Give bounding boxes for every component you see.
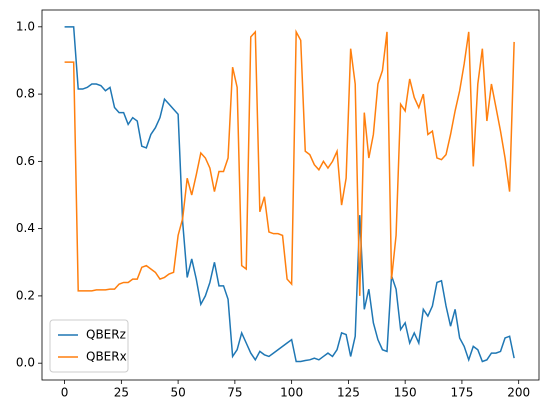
y-tick-label: 0.0 (16, 356, 35, 370)
legend-label: QBERz (86, 328, 126, 342)
legend-box (49, 319, 129, 373)
x-tick-label: 0 (61, 386, 69, 400)
plot-frame (41, 9, 540, 381)
x-tick-label: 50 (170, 386, 185, 400)
y-tick-label: 0.8 (16, 87, 35, 101)
y-tick-label: 0.6 (16, 154, 35, 168)
x-tick-label: 100 (280, 386, 303, 400)
x-tick-label: 75 (227, 386, 242, 400)
y-tick-label: 0.4 (16, 221, 35, 235)
x-tick-label: 25 (114, 386, 129, 400)
legend-label: QBERx (86, 350, 127, 364)
series-line (64, 28, 515, 296)
x-tick-label: 150 (394, 386, 417, 400)
series-line (64, 26, 515, 363)
x-tick-label: 200 (507, 386, 530, 400)
y-tick-label: 0.2 (16, 288, 35, 302)
y-tick-label: 1.0 (16, 19, 35, 33)
x-tick-label: 175 (450, 386, 473, 400)
x-tick-label: 125 (337, 386, 360, 400)
